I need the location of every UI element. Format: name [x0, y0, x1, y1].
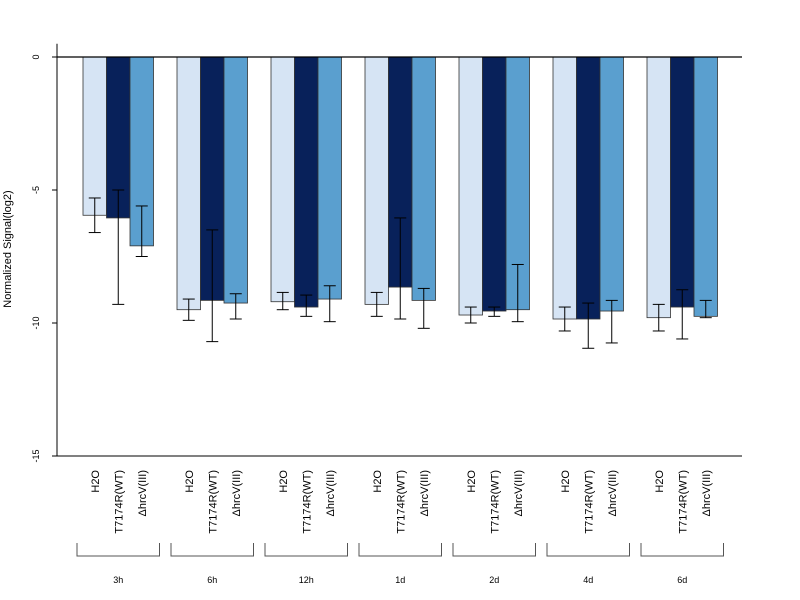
x-category-label: H2O: [184, 470, 196, 493]
x-category-label: H2O: [90, 470, 102, 493]
bar: [364, 56, 389, 305]
bar: [82, 56, 107, 216]
group-bracket: [452, 543, 536, 557]
x-category-label: ΔhrcV(III): [513, 470, 525, 516]
x-category-label: T7174R(WT): [395, 470, 407, 534]
group-label: 3h: [113, 575, 123, 585]
baseline: [57, 56, 742, 457]
bar: [411, 56, 436, 301]
y-axis-title: Normalized Signal(log2): [2, 190, 14, 307]
bar: [670, 56, 695, 308]
bar: [294, 56, 319, 308]
bar: [482, 56, 507, 312]
x-category-label: ΔhrcV(III): [137, 470, 149, 516]
bar: [317, 56, 342, 300]
x-category-label: ΔhrcV(III): [701, 470, 713, 516]
y-tick-label: 0: [31, 54, 41, 59]
x-category-label: H2O: [372, 470, 384, 493]
group-label: 2d: [489, 575, 499, 585]
x-category-label: T7174R(WT): [677, 470, 689, 534]
y-tick-label: -5: [31, 186, 41, 194]
bar: [576, 56, 601, 320]
group-bracket: [358, 543, 442, 557]
x-category-label: T7174R(WT): [207, 470, 219, 534]
y-tick-label: -10: [31, 316, 41, 329]
bar: [693, 56, 718, 317]
x-category-label: H2O: [654, 470, 666, 493]
x-axis-labels: H2O T7174R(WT) ΔhrcV(III) H2O T7174R(WT) Δhrc…: [90, 470, 713, 534]
x-category-label: H2O: [560, 470, 572, 493]
group-bracket: [264, 543, 348, 557]
group-label: 4d: [583, 575, 593, 585]
bar: [646, 56, 671, 319]
y-tick-label: -15: [31, 449, 41, 462]
bar: [599, 56, 624, 312]
group-bracket: [170, 543, 254, 557]
x-category-label: H2O: [466, 470, 478, 493]
group-bracket: [640, 543, 724, 557]
group-label: 6d: [677, 575, 687, 585]
x-category-label: T7174R(WT): [489, 470, 501, 534]
x-category-label: T7174R(WT): [113, 470, 125, 534]
bar: [223, 56, 248, 304]
bar: [176, 56, 201, 311]
x-category-label: T7174R(WT): [583, 470, 595, 534]
group-label: 6h: [207, 575, 217, 585]
group-label: 12h: [299, 575, 314, 585]
x-category-label: ΔhrcV(III): [419, 470, 431, 516]
group-bracket: [546, 543, 630, 557]
group-label: 1d: [395, 575, 405, 585]
bar: [270, 56, 295, 303]
x-category-label: ΔhrcV(III): [607, 470, 619, 516]
x-category-label: ΔhrcV(III): [325, 470, 337, 516]
group-brackets: 3h 6h 12h 1d 2d 4d 6d: [76, 543, 724, 585]
x-category-label: ΔhrcV(III): [231, 470, 243, 516]
bar: [552, 56, 577, 320]
x-category-label: H2O: [278, 470, 290, 493]
x-category-label: T7174R(WT): [301, 470, 313, 534]
bars: [82, 56, 718, 320]
bar: [458, 56, 483, 316]
error-bars: [88, 189, 712, 349]
group-bracket: [76, 543, 160, 557]
y-axis: 0 -5 -10 -15: [31, 43, 58, 463]
